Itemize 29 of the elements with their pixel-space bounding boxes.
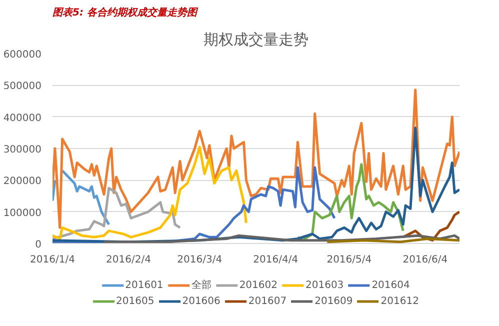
y-tick-label: 400000 <box>3 112 42 124</box>
legend-label: 201604 <box>372 280 410 290</box>
legend-label: 201603 <box>306 280 344 290</box>
chart-subtitle: 图表5: 各合约期权成交量走势图 <box>52 6 199 18</box>
y-tick-label: 200000 <box>3 176 42 188</box>
x-tick-label: 2016/2/4 <box>106 254 151 266</box>
chart-title: 期权成交量走势 <box>204 30 308 48</box>
x-tick-label: 2016/1/4 <box>30 254 75 266</box>
legend-label: 201609 <box>314 296 353 306</box>
y-tick-label: 600000 <box>3 50 42 60</box>
line-series <box>52 186 182 240</box>
legend-label: 201602 <box>239 280 278 290</box>
legend-label: 201605 <box>116 296 154 306</box>
x-tick-label: 2016/4/4 <box>253 254 298 266</box>
legend-label: 201601 <box>125 280 164 290</box>
y-tick-label: 100000 <box>3 208 42 219</box>
y-tick-label: 300000 <box>3 144 42 156</box>
line-series <box>52 146 248 240</box>
x-tick-label: 2016/5/4 <box>326 254 372 266</box>
legend-label: 201612 <box>380 296 419 306</box>
y-tick-label: 0 <box>35 240 42 250</box>
line-series <box>296 163 404 242</box>
x-tick-label: 2016/3/4 <box>177 254 222 266</box>
y-tick-label: 500000 <box>3 81 42 92</box>
legend-label: 全部 <box>191 278 212 292</box>
line-series <box>52 88 460 229</box>
legend-label: 201606 <box>182 296 220 306</box>
x-tick-label: 2016/6/4 <box>402 254 448 266</box>
legend-label: 201607 <box>248 296 287 306</box>
